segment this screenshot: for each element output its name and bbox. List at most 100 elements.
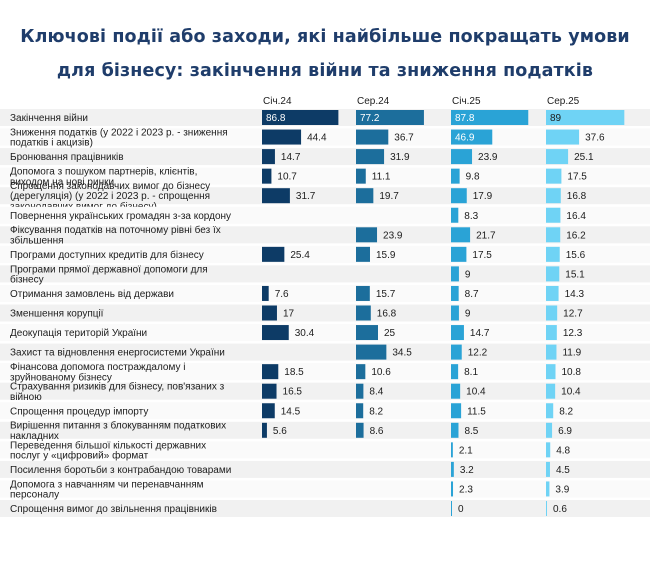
data-label: 36.7 [394, 133, 414, 144]
bar [546, 227, 561, 243]
data-label: 10.8 [562, 367, 582, 378]
data-label: 25 [384, 328, 396, 339]
data-label: 8.3 [464, 211, 478, 222]
bar [546, 383, 556, 399]
data-label: 15.1 [565, 269, 585, 280]
bar [356, 344, 387, 360]
bar [262, 285, 269, 301]
bar [356, 422, 364, 438]
data-label: 8.1 [464, 367, 478, 378]
data-label: 8.6 [370, 426, 384, 437]
row-band [0, 206, 650, 224]
bar [356, 305, 371, 321]
bar [451, 149, 473, 165]
row-band [0, 265, 650, 283]
data-label: 31.7 [296, 191, 316, 202]
category-label: Спрощення законодавчих вимог до бізнесу [10, 180, 210, 192]
data-label: 23.9 [478, 152, 498, 163]
bar [262, 364, 279, 380]
bar [356, 149, 385, 165]
bar [451, 501, 452, 516]
category-label: Фінансова допомога постраждалому і [10, 362, 185, 373]
data-label: 17.5 [567, 172, 587, 183]
data-label: 10.6 [371, 367, 391, 378]
category-label: Страхування ризиків для бізнесу, пов'яза… [10, 381, 225, 393]
category-label: накладних [10, 431, 59, 442]
data-label: 11.9 [562, 348, 581, 359]
bar [262, 149, 275, 165]
bar [451, 207, 459, 223]
bar [262, 110, 339, 125]
data-label: 16.8 [377, 309, 397, 320]
column-header-3: Сер.25 [547, 96, 580, 107]
data-label: 10.4 [561, 387, 581, 398]
data-label: 16.4 [566, 211, 586, 222]
data-label: 14.5 [281, 406, 301, 417]
row-band [0, 402, 650, 420]
data-label: 7.6 [275, 289, 289, 300]
data-label: 77.2 [360, 113, 380, 124]
data-label: 18.5 [284, 367, 304, 378]
data-label: 4.5 [556, 465, 570, 476]
row-band [0, 148, 650, 166]
chart-title-line-1: Ключові події або заходи, які найбільше … [20, 27, 630, 47]
bar [546, 501, 547, 516]
row-band [0, 421, 650, 439]
bar [546, 285, 559, 301]
data-label: 2.3 [459, 484, 473, 495]
bar [546, 188, 561, 204]
data-label: 8.2 [559, 406, 573, 417]
row-band [0, 480, 650, 498]
category-label: Захист та відновлення енергосистеми Укра… [10, 348, 225, 359]
category-label: виходом на нові ринки [10, 177, 114, 188]
data-label: 12.3 [563, 328, 583, 339]
bar [356, 110, 424, 125]
category-label: Зниження податків (у 2022 і 2023 р. - зн… [10, 127, 228, 138]
row-band [0, 460, 650, 478]
data-label: 3.9 [555, 484, 569, 495]
data-label: 0 [458, 504, 464, 515]
bar [262, 188, 290, 204]
category-label: Програми доступних кредитів для бізнесу [10, 249, 204, 261]
bar [451, 266, 459, 282]
data-label: 2.1 [459, 445, 473, 456]
data-label: 17 [283, 309, 295, 320]
category-label: Бронювання працівників [10, 152, 124, 163]
data-label: 17.5 [472, 250, 492, 261]
bar [262, 383, 277, 399]
data-label: 0.6 [553, 504, 567, 515]
data-label: 16.8 [567, 191, 587, 202]
bar [451, 129, 493, 145]
data-label: 46.9 [455, 133, 475, 144]
column-header-1: Сер.24 [357, 96, 390, 107]
category-label: Повернення українських громадян з-за кор… [10, 211, 231, 222]
bar [451, 383, 461, 399]
bar [546, 149, 569, 165]
data-label: 15.6 [566, 250, 586, 261]
category-label: податків і акцизів) [10, 138, 93, 149]
row-band [0, 343, 650, 361]
bar [451, 461, 454, 477]
bar [451, 422, 459, 438]
bar [356, 383, 364, 399]
bar [451, 481, 454, 497]
data-label: 19.7 [379, 191, 399, 202]
bar [451, 442, 453, 458]
row-band [0, 500, 650, 517]
row-band [0, 226, 650, 244]
data-label: 16.2 [566, 230, 586, 241]
row-band [0, 284, 650, 302]
data-label: 89 [550, 113, 562, 124]
data-label: 25.1 [574, 152, 594, 163]
category-label: (дерегуляція) (у 2022 і 2023 р. - спроще… [10, 191, 210, 202]
data-label: 14.3 [565, 289, 585, 300]
data-label: 44.4 [307, 133, 327, 144]
data-label: 11.5 [467, 406, 486, 417]
row-band [0, 304, 650, 322]
bar [546, 110, 625, 125]
bar [356, 364, 366, 380]
bar [262, 403, 275, 419]
data-label: 23.9 [383, 230, 403, 241]
bar [451, 325, 464, 341]
data-label: 8.7 [465, 289, 479, 300]
